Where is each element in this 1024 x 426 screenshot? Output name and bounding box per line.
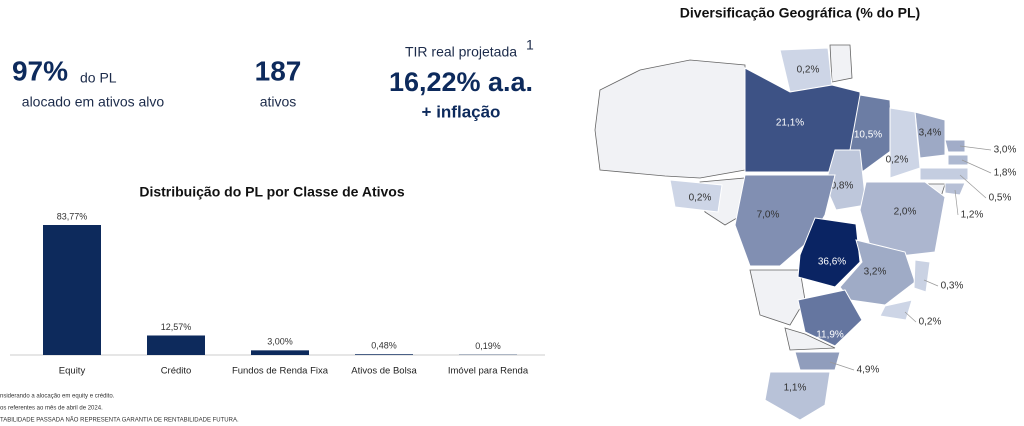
x-tick-label: Ativos de Bolsa [351,366,417,377]
x-tick-label: Equity [59,366,86,377]
kpi-label: TIR real projetada [405,44,517,60]
bar [355,354,413,355]
footnote: TABILIDADE PASSADA NÃO REPRESENTA GARANT… [0,417,239,424]
state [919,167,969,181]
state-label: 0,2% [689,193,712,204]
x-tick-label: Crédito [161,366,192,377]
bar [251,350,309,355]
state-label: 36,6% [818,257,846,268]
x-tick-label: Fundos de Renda Fixa [232,366,329,377]
state [889,107,921,179]
state [859,181,946,257]
map-title: Diversificação Geográfica (% do PL) [680,5,920,21]
data-label: 3,00% [267,337,293,347]
leader-line [904,311,917,323]
state-label: 1,8% [994,168,1017,179]
state-label: 0,2% [797,65,820,76]
data-label: 12,57% [161,322,192,332]
data-label: 0,19% [475,341,501,351]
chart-title: Distribuição do PL por Classe de Ativos [139,184,404,200]
state-label: 0,5% [989,193,1012,204]
data-label: 83,77% [57,211,88,221]
kpi-caption: ativos [260,94,297,110]
state-label: 1,1% [784,383,807,394]
state-label: 21,1% [776,118,804,129]
leader-line [829,361,855,371]
state-label: 0,3% [941,281,964,292]
state [947,154,969,166]
bar [147,335,205,355]
state [794,351,841,371]
state-label: 3,2% [864,267,887,278]
leader-line [959,174,987,199]
kpi-caption: alocado em ativos alvo [22,94,165,110]
state-label: 7,0% [757,210,780,221]
state [944,139,966,153]
kpi-value: 16,22% a.a. [389,67,533,97]
state-label: 11,9% [816,330,844,341]
state [839,239,916,306]
leader-line [954,189,959,216]
state-label: 4,9% [857,365,880,376]
leader-line [961,159,992,174]
state-label: 0,2% [886,155,909,166]
state [914,111,946,159]
state-label: 2,0% [894,207,917,218]
bar [43,225,101,355]
state [669,179,723,213]
state [764,371,831,421]
data-label: 0,48% [371,341,397,351]
footnote: os referentes ao mês de abril de 2024. [0,406,103,412]
state-label: 10,5% [854,130,882,141]
state-label: 0,8% [831,181,854,192]
kpi-value: 187 [255,55,302,86]
state-label: 0,2% [919,317,942,328]
kpi-caption: + inflação [422,102,501,121]
footnote: nsiderando a alocação em equity e crédit… [0,394,115,400]
state [879,299,913,321]
map-base [594,44,946,351]
state [913,259,931,293]
state-label: 1,2% [961,210,984,221]
state-label: 3,4% [919,128,942,139]
x-tick-label: Imóvel para Renda [448,366,529,377]
state [797,217,861,288]
kpi-value: 97% [12,55,68,86]
kpi-footnote-mark: 1 [526,37,534,53]
leader-line [923,279,939,287]
leader-line [959,145,992,151]
state [944,182,966,196]
state [734,174,836,267]
state [797,289,863,347]
kpi-label: do PL [80,70,117,86]
state-label: 3,0% [994,145,1017,156]
